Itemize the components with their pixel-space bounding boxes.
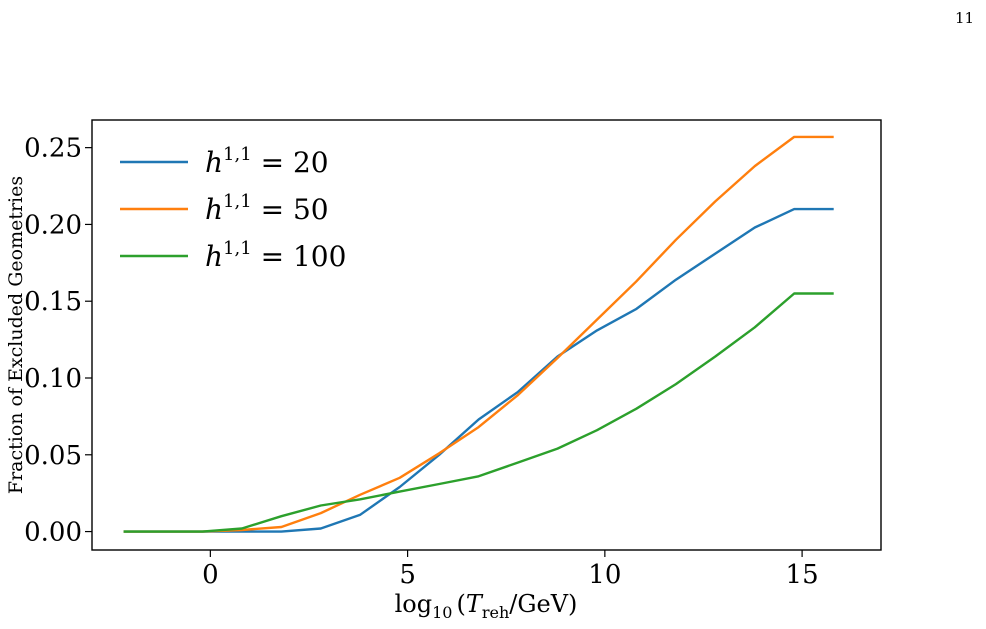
y-tick-label: 0.00 (24, 518, 82, 548)
page-number: 11 (955, 9, 975, 27)
y-axis-label: Fraction of Excluded Geometries (5, 176, 27, 494)
y-tick-label: 0.25 (24, 134, 82, 164)
x-tick-label: 10 (588, 560, 621, 590)
legend-label-1: h1,1 = 50 (205, 191, 329, 226)
y-tick-label: 0.20 (24, 210, 82, 240)
y-tick-label: 0.05 (24, 441, 82, 471)
legend-label-2: h1,1 = 100 (205, 238, 346, 273)
series-line-1 (123, 135, 834, 533)
x-tick-label: 5 (399, 560, 416, 590)
legend-label-0: h1,1 = 20 (205, 144, 329, 179)
series-line-2 (123, 292, 834, 533)
x-tick-label: 0 (202, 560, 219, 590)
x-axis-label: log10 (Treh/GeV) (395, 590, 578, 622)
y-tick-label: 0.15 (24, 287, 82, 317)
plot-frame (91, 119, 882, 551)
series-line-0 (123, 207, 834, 533)
y-tick-label: 0.10 (24, 364, 82, 394)
x-tick-label: 15 (786, 560, 819, 590)
